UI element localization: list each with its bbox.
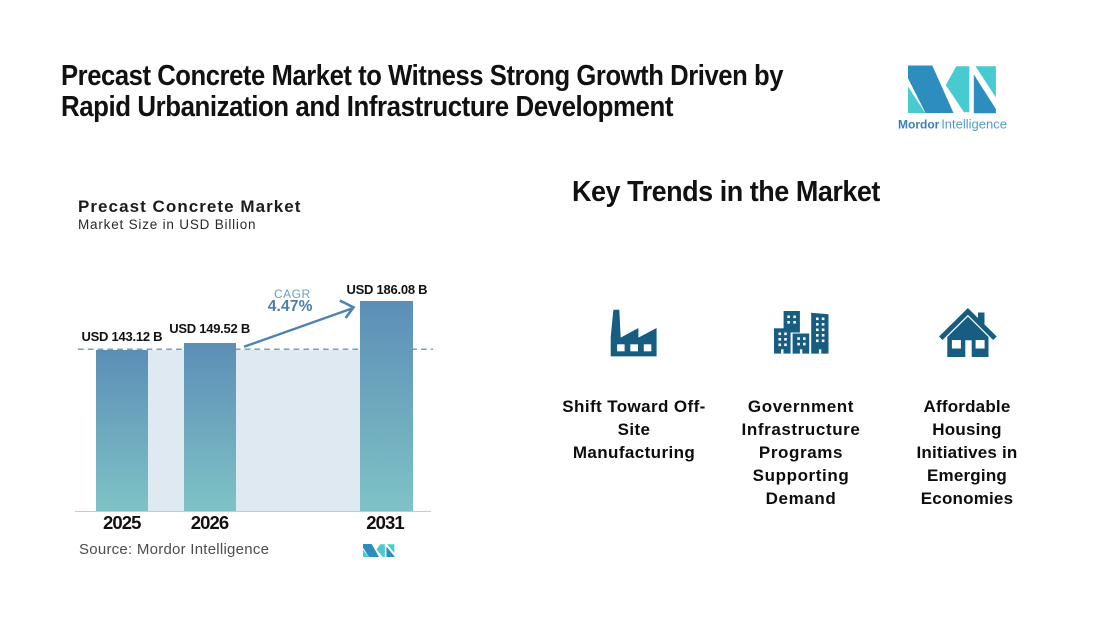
svg-text:Mordor: Mordor	[898, 117, 940, 131]
svg-text:Intelligence: Intelligence	[941, 116, 1007, 131]
